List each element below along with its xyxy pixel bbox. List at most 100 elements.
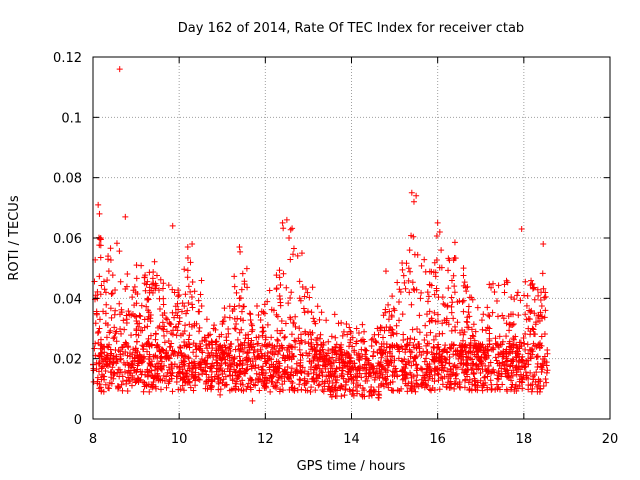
data-point-cloud [187,288,194,295]
data-point-cloud [490,280,497,287]
data-point-cloud [372,370,379,377]
data-point-cloud [196,376,203,383]
data-point-cloud [115,384,122,391]
data-point-cloud [431,291,438,298]
data-point-cloud [435,294,442,301]
data-point-cloud [113,328,120,335]
data-point-cloud [484,304,491,311]
data-point-cloud [313,371,320,378]
data-point-cloud [538,313,545,320]
data-point-cloud [244,284,251,291]
data-point-cloud [422,381,429,388]
data-point-cloud [327,360,334,367]
data-point-cloud [392,365,399,372]
data-point-cloud [341,360,348,367]
data-point-cloud [332,368,339,375]
data-point-cloud [102,320,109,327]
data-point-cloud [359,321,366,328]
data-point-cloud [97,242,104,249]
data-point-cloud [390,387,397,394]
data-point-cloud [257,316,264,323]
data-point-cloud [492,354,499,361]
data-point-cloud [95,328,102,335]
data-point-cloud [143,281,150,288]
data-point [460,265,467,272]
data-point-cloud [508,294,515,301]
data-point-cloud [207,382,214,389]
data-point-cloud [445,255,452,262]
data-point-cloud [109,272,116,279]
data-point-cloud [406,289,413,296]
data-point [365,370,372,377]
data-point-cloud [519,357,526,364]
data-point-cloud [395,299,402,306]
data-point-cloud [479,384,486,391]
data-point [176,364,183,371]
data-point [529,385,536,392]
data-point-cloud [229,372,236,379]
data-point-cloud [323,317,330,324]
data-point-cloud [346,324,353,331]
data-point-cloud [192,382,199,389]
data-point-cloud [481,354,488,361]
data-point-cloud [219,371,226,378]
data-point-cloud [517,366,524,373]
data-point-cloud [429,317,436,324]
data-point-cloud [231,273,238,280]
data-point-cloud [92,292,99,299]
data-point-cloud [541,294,548,301]
data-point-cloud [267,388,274,395]
data-point-cloud [410,285,417,292]
data-point-cloud [263,360,270,367]
data-point [408,189,415,196]
data-point-cloud [110,359,117,366]
data-point-cloud [227,341,234,348]
data-point-cloud [135,377,142,384]
data-point-cloud [467,342,474,349]
data-point-cloud [524,292,531,299]
data-point-cloud [435,341,442,348]
data-point-cloud [203,371,210,378]
data-point-cloud [106,341,113,348]
data-point-cloud [409,326,416,333]
data-point-cloud [243,366,250,373]
data-point-cloud [254,303,261,310]
data-point-cloud [533,343,540,350]
data-point-cloud [211,373,218,380]
data-point-cloud [325,347,332,354]
data-point-cloud [469,365,476,372]
data-point-cloud [353,338,360,345]
data-point-cloud [489,345,496,352]
data-point-cloud [130,287,137,294]
data-point-cloud [349,363,356,370]
data-point-cloud [287,256,294,263]
data-point-cloud [314,303,321,310]
data-point-cloud [477,370,484,377]
data-point-cloud [375,331,382,338]
data-point-cloud [145,307,152,314]
data-point-cloud [431,353,438,360]
data-point-cloud [297,297,304,304]
data-point-cloud [319,386,326,393]
data-point-cloud [195,308,202,315]
data-point-cloud [268,356,275,363]
data-point-cloud [143,383,150,390]
data-point-cloud [520,335,527,342]
data-point-cloud [237,357,244,364]
data-point-cloud [258,308,265,315]
data-point-cloud [271,383,278,390]
data-point-cloud [258,350,265,357]
data-point-cloud [376,392,383,399]
data-point-cloud [378,324,385,331]
data-point-cloud [362,378,369,385]
data-point-cloud [96,273,103,280]
data-point-cloud [523,302,530,309]
data-point-cloud [299,284,306,291]
data-point-cloud [389,329,396,336]
data-point-cloud [217,345,224,352]
data-point-cloud [203,378,210,385]
data-point-cloud [250,341,257,348]
data-point-cloud [226,352,233,359]
data-point-cloud [522,369,529,376]
data-point-cloud [186,332,193,339]
